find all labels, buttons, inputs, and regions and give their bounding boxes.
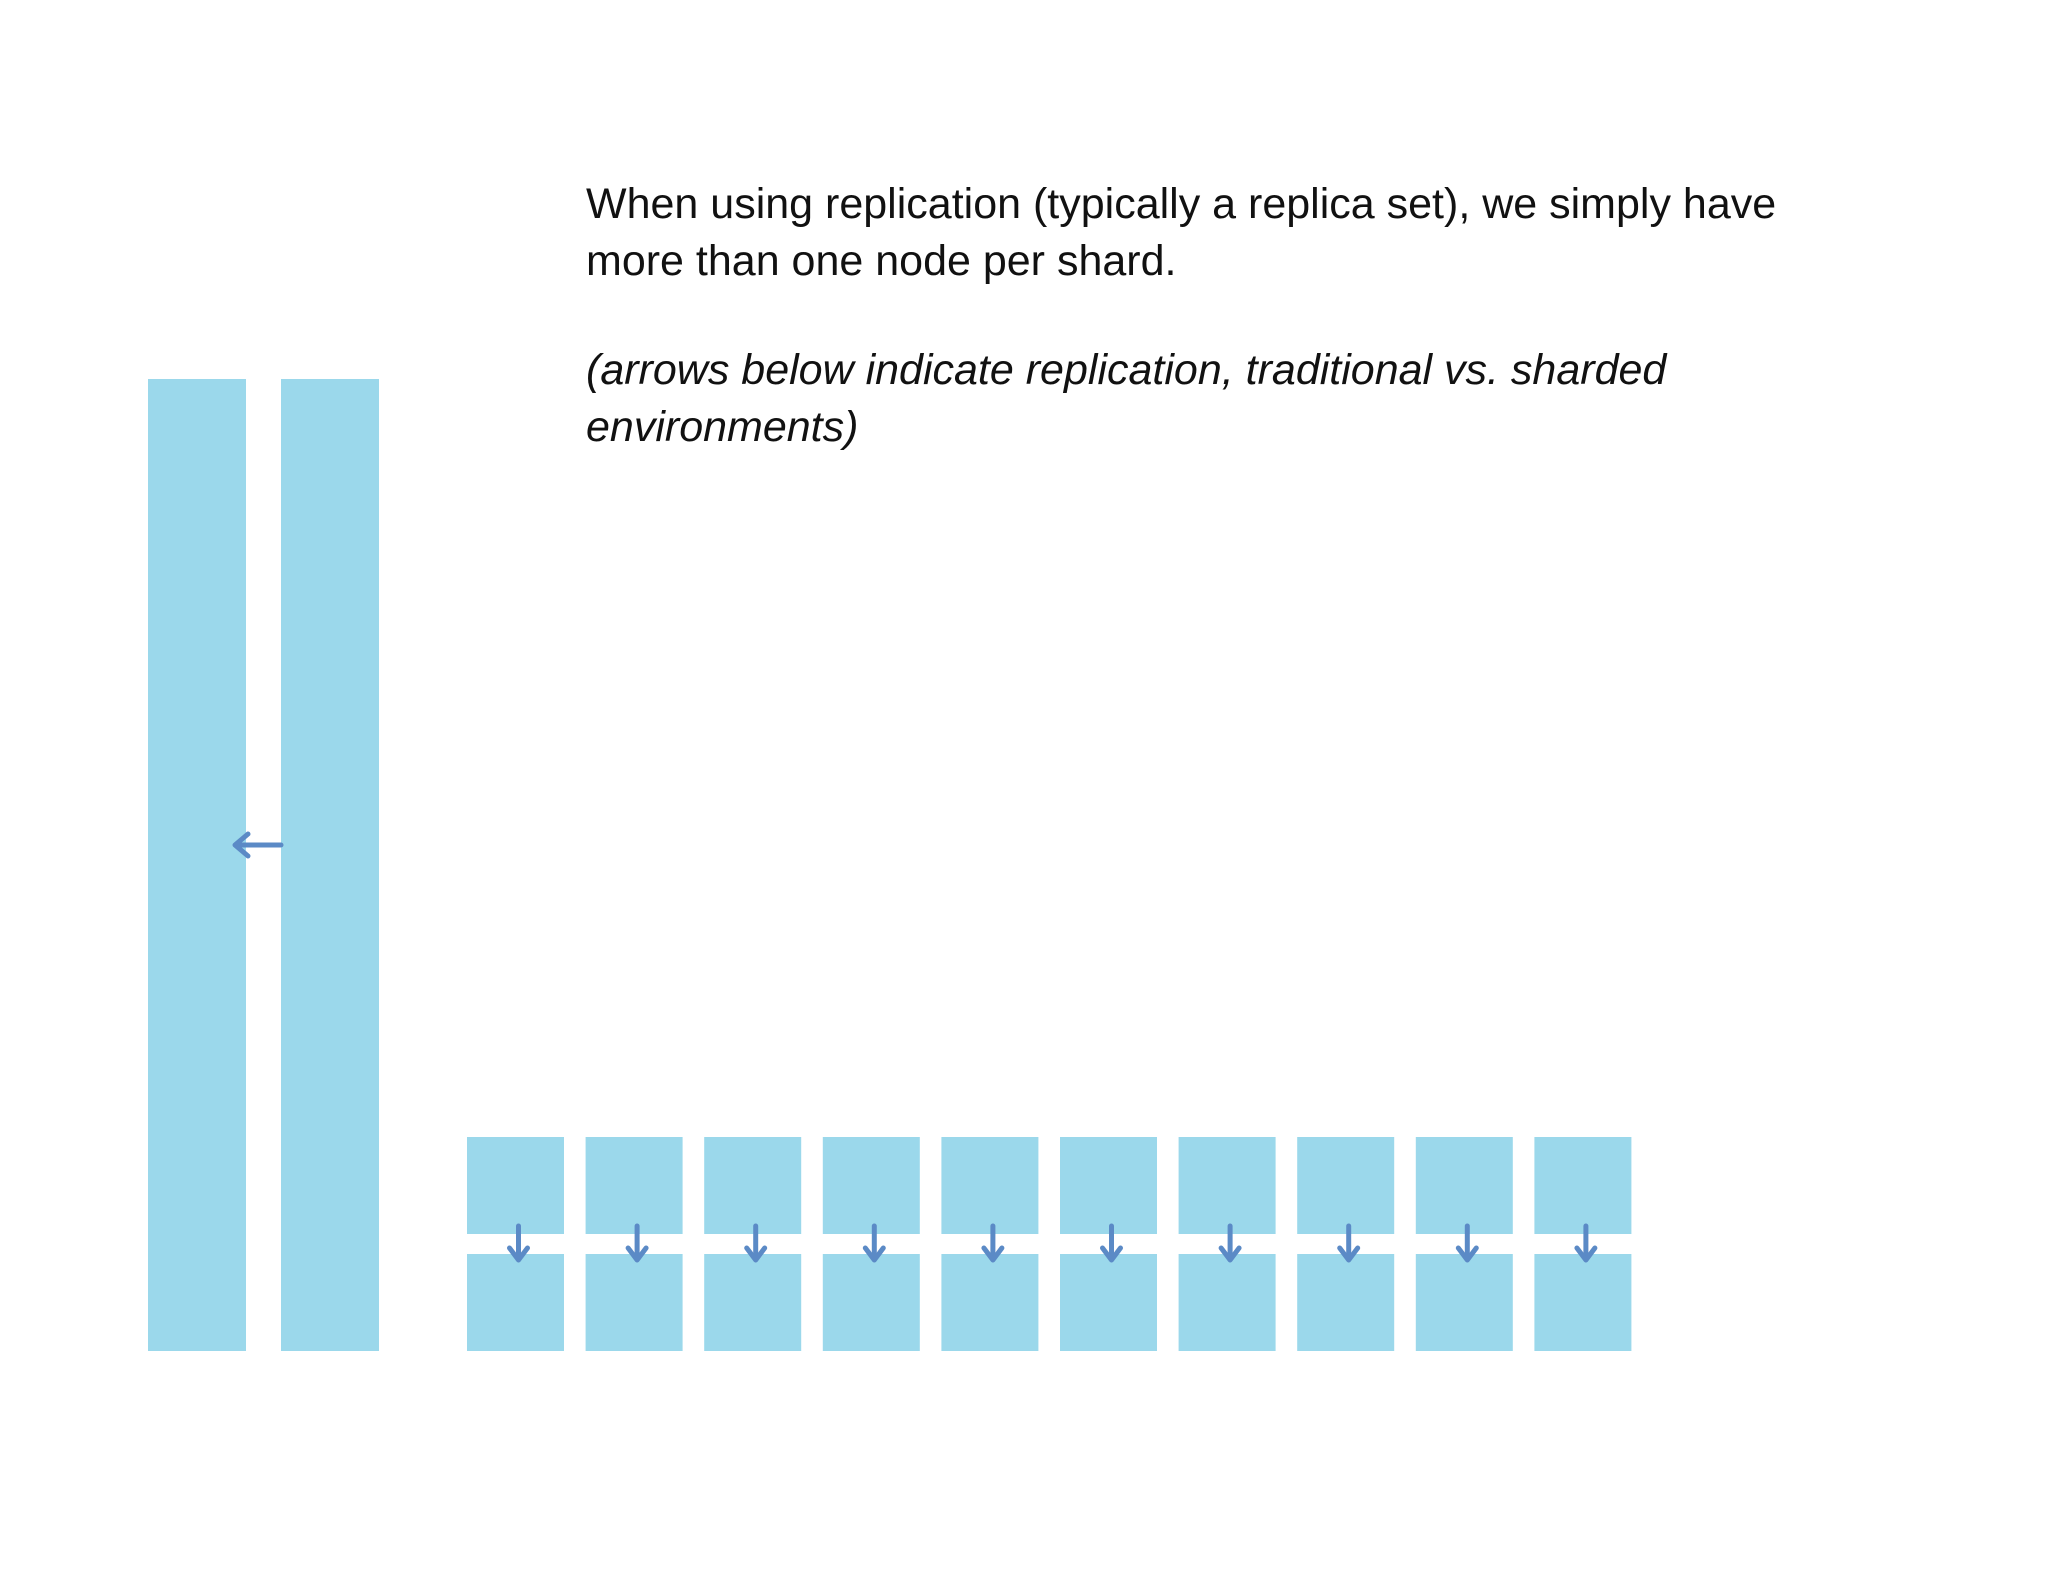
arrow-down-head [1218,1245,1242,1263]
arrow-down-icon [1455,1223,1479,1263]
shard-secondary-node [1178,1254,1276,1351]
arrow-left-head [232,831,251,859]
note-text: (arrows below indicate replication, trad… [586,346,1667,451]
shard-primary-node [1178,1137,1276,1234]
shard-1 [467,1137,564,1351]
shard-2 [585,1137,683,1351]
node-traditional-1 [148,379,246,1351]
sharded-environment [467,1137,1632,1351]
arrow-down-head [1455,1245,1479,1263]
arrow-down-icon [1100,1223,1123,1263]
shard-secondary-node [704,1254,802,1351]
arrow-down-head [1100,1245,1123,1263]
shard-secondary-node [467,1254,564,1351]
shard-4 [822,1137,920,1351]
arrow-down-icon [507,1223,530,1263]
traditional-environment [148,379,379,1351]
arrow-down-head [1574,1245,1598,1263]
arrow-down-head [981,1245,1005,1263]
arrow-left-icon [232,831,284,859]
shard-primary-node [1060,1137,1157,1234]
arrow-down-icon [981,1223,1005,1263]
arrow-down-icon [1218,1223,1242,1263]
slide-text: When using replication (typically a repl… [586,176,1866,499]
shard-3 [704,1137,802,1351]
arrow-down-icon [862,1223,886,1263]
arrow-down-icon [625,1223,649,1263]
arrow-down-icon [1574,1223,1598,1263]
arrow-down-head [744,1245,768,1263]
shard-secondary-node [941,1254,1039,1351]
shard-primary-node [1534,1137,1632,1234]
arrow-down-head [625,1245,649,1263]
shard-primary-node [467,1137,564,1234]
node-traditional-2 [281,379,379,1351]
shard-secondary-node [822,1254,920,1351]
shard-6 [1060,1137,1157,1351]
intro-text: When using replication (typically a repl… [586,180,1777,285]
shard-10 [1534,1137,1632,1351]
shard-7 [1178,1137,1276,1351]
shard-primary-node [1415,1137,1513,1234]
shard-9 [1415,1137,1513,1351]
arrow-down-icon [1337,1223,1361,1263]
shard-primary-node [941,1137,1039,1234]
shard-secondary-node [1060,1254,1157,1351]
arrow-down-head [862,1245,886,1263]
shard-primary-node [585,1137,683,1234]
shard-secondary-node [585,1254,683,1351]
shard-8 [1297,1137,1395,1351]
arrow-down-head [507,1245,530,1263]
shard-primary-node [1297,1137,1395,1234]
shard-5 [941,1137,1039,1351]
arrow-down-head [1337,1245,1361,1263]
shard-secondary-node [1415,1254,1513,1351]
shard-primary-node [822,1137,920,1234]
arrow-down-icon [744,1223,768,1263]
shard-primary-node [704,1137,802,1234]
shard-secondary-node [1297,1254,1395,1351]
shard-secondary-node [1534,1254,1632,1351]
